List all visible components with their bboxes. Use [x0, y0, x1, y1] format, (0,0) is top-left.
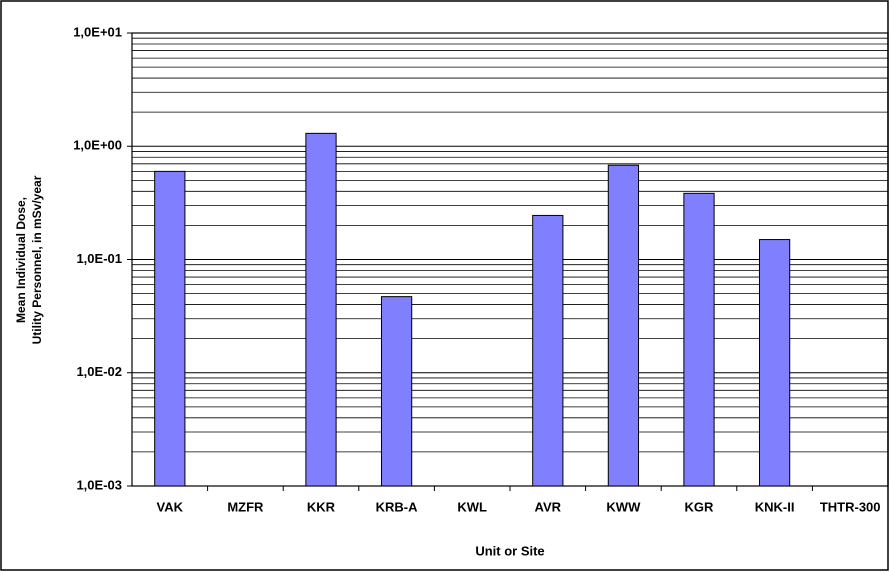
x-tick-label: KRB-A — [376, 499, 418, 514]
bar — [532, 214, 564, 487]
bar — [607, 164, 640, 487]
y-tick-label: 1,0E+00 — [73, 138, 122, 153]
x-axis-title: Unit or Site — [475, 543, 544, 558]
x-tick-label: MZFR — [227, 499, 264, 514]
x-tick-label: KWL — [457, 499, 487, 514]
y-tick-label: 1,0E-01 — [76, 251, 122, 266]
y-tick-label: 1,0E+01 — [73, 24, 122, 39]
x-tick-label: THTR-300 — [820, 499, 881, 514]
y-tick-label: 1,0E-03 — [76, 477, 122, 492]
bar — [154, 170, 186, 487]
bar — [683, 192, 715, 487]
bar — [305, 132, 337, 487]
x-tick-label: KNK-II — [755, 499, 795, 514]
x-tick-label: AVR — [535, 499, 562, 514]
y-axis-title: Mean Individual Dose, — [14, 197, 28, 323]
x-tick-label: KWW — [606, 499, 641, 514]
x-tick-label: VAK — [157, 499, 184, 514]
y-tick-label: 1,0E-02 — [76, 364, 122, 379]
x-tick-label: KGR — [685, 499, 715, 514]
bar — [758, 239, 791, 487]
x-tick-label: KKR — [307, 499, 336, 514]
bar — [380, 296, 413, 487]
y-axis-title: Utility Personnel, in mSv/year — [30, 175, 44, 344]
